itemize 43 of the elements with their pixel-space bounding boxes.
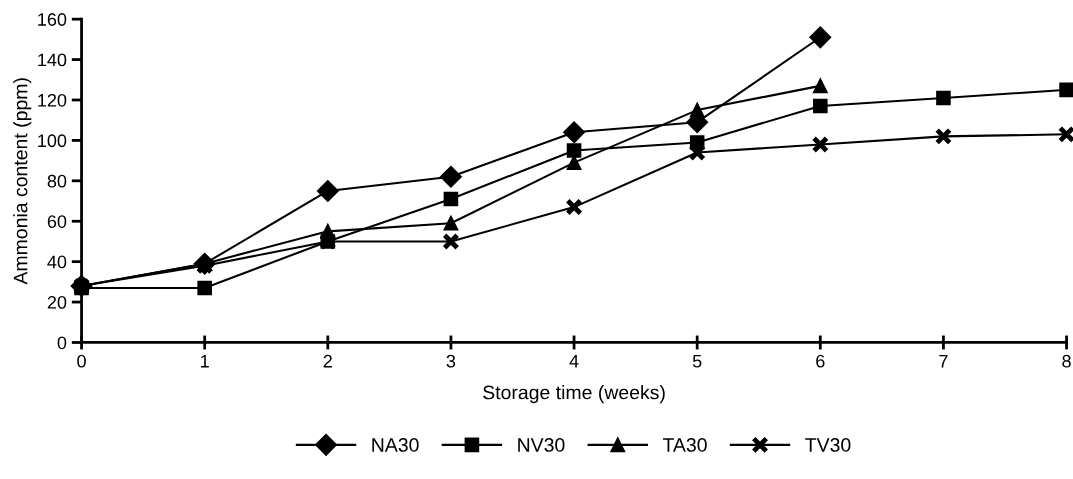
y-tick-label: 160 xyxy=(38,13,67,26)
y-tick-label: 20 xyxy=(47,296,67,309)
y-tick-label: 100 xyxy=(38,134,67,148)
point xyxy=(443,215,459,231)
point xyxy=(811,135,829,154)
x-tick-label: 6 xyxy=(816,354,825,368)
point xyxy=(443,191,459,207)
point xyxy=(566,143,582,158)
y-tick-label: 40 xyxy=(47,255,67,269)
legend-label: NV30 xyxy=(518,438,565,452)
x-tick-label: 2 xyxy=(323,354,332,368)
legend-label: NA30 xyxy=(372,438,419,452)
x-tick-label: 4 xyxy=(569,354,579,368)
point xyxy=(813,78,828,94)
point xyxy=(809,26,832,49)
y-tick-label: 140 xyxy=(38,53,67,67)
point xyxy=(934,127,953,146)
legend-label: TA30 xyxy=(662,438,707,452)
x-tick-label: 5 xyxy=(692,354,702,368)
x-axis-title: Storage time (weeks) xyxy=(483,385,665,404)
x-tick-label: 8 xyxy=(1062,354,1071,368)
y-tick-label: 0 xyxy=(57,336,67,350)
point xyxy=(689,102,705,118)
point xyxy=(813,98,828,114)
y-tick-label: 120 xyxy=(38,93,67,107)
x-tick-label: 7 xyxy=(939,354,948,368)
legend-label: TV30 xyxy=(805,438,851,452)
point xyxy=(1059,82,1073,98)
y-tick-label: 60 xyxy=(47,215,67,228)
point xyxy=(197,280,212,296)
point xyxy=(936,90,951,106)
y-axis-title: Ammonia content (ppm) xyxy=(13,78,32,285)
point xyxy=(316,180,339,202)
point xyxy=(440,165,462,188)
point xyxy=(442,232,460,251)
point xyxy=(566,155,582,170)
point xyxy=(563,121,585,144)
x-tick-label: 0 xyxy=(77,354,86,368)
x-tick-label: 3 xyxy=(446,354,456,368)
point xyxy=(565,198,583,216)
point xyxy=(1057,125,1073,144)
y-tick-label: 80 xyxy=(47,174,67,188)
x-tick-label: 1 xyxy=(201,354,209,368)
